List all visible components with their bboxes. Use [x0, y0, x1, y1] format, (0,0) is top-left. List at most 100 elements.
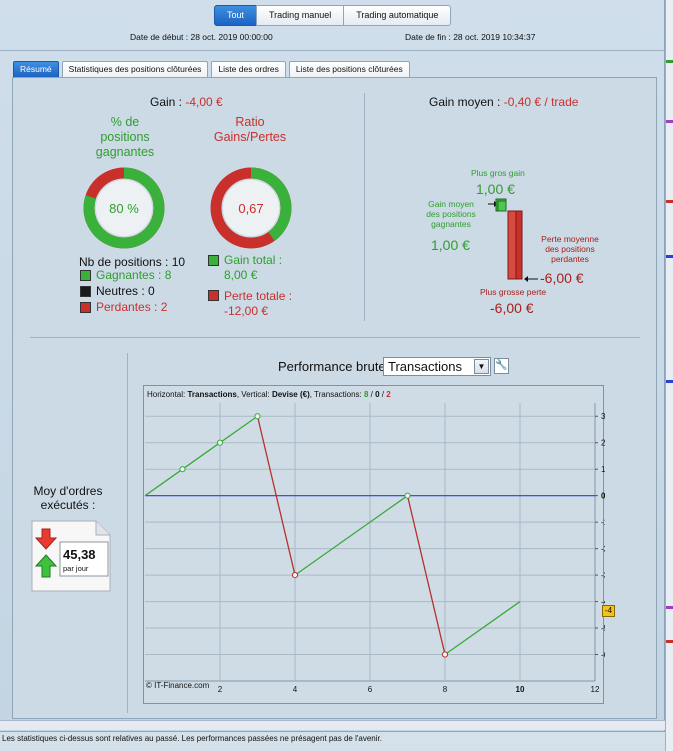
loss-pointer-arrow: [524, 276, 528, 282]
winning-trade-point: [216, 439, 224, 446]
winning-trade-point: [179, 466, 186, 473]
x-tick-label: 10: [516, 685, 525, 694]
x-tick-label: 2: [218, 685, 223, 694]
chart-header-part: /: [380, 390, 387, 399]
avg-losing-label: Perte moyenne des positions perdantes: [535, 234, 605, 264]
biggest-loss-value: -6,00 €: [490, 300, 534, 316]
chart-header-wins: 8: [364, 390, 369, 399]
y-tick-label: -2: [601, 545, 605, 554]
win-rate-title-line: positions: [100, 130, 150, 144]
y-tick-label: -4: [601, 598, 605, 607]
y-tick-label: 0: [601, 492, 605, 501]
biggest-gain-value: 1,00 €: [476, 181, 515, 197]
winning-legend-swatch: [80, 270, 91, 281]
total-loss-label: Perte totale :: [224, 289, 293, 303]
x-tick-label: 8: [443, 685, 448, 694]
avg-winning-label: Gain moyen des positions gagnantes: [418, 199, 484, 229]
start-date: Date de début : 28 oct. 2019 00:00:00: [130, 32, 273, 42]
side-mark: [666, 200, 673, 203]
y-tick-label: -6: [601, 651, 605, 660]
tab-bar: Résumé Statistiques des positions clôtur…: [13, 61, 413, 77]
chart-header-vertical: Devise (€): [272, 390, 310, 399]
ratio-value: 0,67: [238, 201, 263, 216]
losing-trade-point: [291, 571, 299, 579]
chevron-down-icon[interactable]: ▼: [474, 359, 489, 374]
orders-value-box: [59, 541, 109, 577]
chart-header-part: Horizontal:: [147, 390, 187, 399]
y-axis-ticks: 3 2 1 0 -1 -2 -3 -4 -5 -6: [595, 412, 605, 660]
avg-winning-label-line: gagnantes: [431, 219, 471, 229]
tab-closed-position-stats[interactable]: Statistiques des positions clôturées: [61, 61, 209, 77]
win-rate-value: 80 %: [109, 201, 139, 216]
winning-count: Gagnantes : 8: [96, 268, 172, 282]
x-tick-label: 12: [591, 685, 600, 694]
end-date: Date de fin : 28 oct. 2019 10:34:37: [405, 32, 536, 42]
tab-summary[interactable]: Résumé: [13, 61, 59, 77]
total-gain-label: Gain total :: [224, 253, 283, 267]
card-fold: [95, 521, 110, 536]
chart-left-divider: [127, 353, 128, 713]
losing-legend-swatch: [80, 302, 91, 313]
avg-winning-label-line: des positions: [426, 209, 476, 219]
mode-automatic-button[interactable]: Trading automatique: [343, 5, 452, 26]
side-mark: [666, 380, 673, 383]
winning-segment: [332, 521, 371, 550]
divider: [0, 50, 665, 51]
performance-chart: Horizontal: Transactions, Vertical: Devi…: [143, 385, 605, 704]
ratio-title: Ratio Gains/Pertes: [200, 115, 300, 145]
donut-win-arc: [83, 167, 165, 249]
mode-all-button[interactable]: Tout: [214, 5, 258, 26]
winning-segment: [144, 468, 183, 497]
chart-credit: © IT-Finance.com: [146, 681, 210, 690]
side-mark: [666, 640, 673, 643]
neutral-count: Neutres : 0: [96, 284, 155, 298]
chart-header: Horizontal: Transactions, Vertical: Devi…: [147, 390, 391, 399]
chart-grid: [145, 403, 596, 682]
avg-losing-label-line: Perte moyenne: [541, 234, 599, 244]
tab-closed-position-list[interactable]: Liste des positions clôturées: [288, 61, 410, 77]
orders-unit: par jour: [63, 564, 89, 573]
win-rate-title-line: gagnantes: [95, 145, 155, 159]
winning-segment: [482, 601, 521, 629]
losing-trade-point: [441, 651, 449, 658]
y-tick-label: 1: [601, 465, 605, 474]
chart-frame: [143, 385, 604, 704]
orders-per-day-card: 45,38 par jour: [31, 520, 111, 592]
total-gain-swatch: [208, 255, 219, 266]
orders-label-line: Moy d'ordres: [33, 484, 103, 498]
position-count: Nb de positions : 10: [79, 255, 186, 269]
avg-gain-label: Gain moyen :: [429, 95, 504, 109]
losing-count: Perdantes : 2: [96, 300, 168, 314]
last-value-badge: -4: [602, 605, 615, 617]
side-mark: [666, 606, 673, 609]
gain-label: Gain :: [150, 95, 186, 109]
winning-segment: [369, 495, 408, 523]
ratio-title-line: Gains/Pertes: [213, 130, 287, 144]
biggest-gain-label: Plus gros gain: [471, 168, 525, 178]
avg-gain-line: Gain moyen : -0,40 € / trade: [429, 95, 578, 109]
x-tick-label: 4: [293, 685, 298, 694]
buy-arrow-icon: [34, 554, 58, 578]
total-loss-swatch: [208, 290, 219, 301]
winning-segment: [182, 442, 221, 470]
side-mark: [666, 120, 673, 123]
tab-order-list[interactable]: Liste des ordres: [211, 61, 286, 77]
chart-header-part: , Vertical:: [237, 390, 272, 399]
performance-mode-select[interactable]: Transactions ▼: [383, 357, 491, 376]
y-tick-label: -1: [601, 518, 605, 527]
disclaimer: Les statistiques ci-dessus sont relative…: [0, 731, 665, 751]
chart-header-losses: 2: [386, 390, 391, 399]
side-mark: [666, 60, 673, 63]
winning-segment: [219, 415, 258, 444]
avg-winning-label-line: Gain moyen: [428, 199, 474, 209]
horizontal-scrollbar[interactable]: [0, 720, 665, 730]
avg-gain-loss-bars: [488, 198, 538, 282]
chart-series: [144, 413, 595, 658]
wrench-icon[interactable]: 🔧: [494, 358, 509, 374]
mode-manual-button[interactable]: Trading manuel: [256, 5, 345, 26]
ratio-gain-arc: [210, 167, 292, 249]
x-tick-label: 6: [368, 685, 373, 694]
biggest-loss-bar: [507, 210, 517, 280]
orders-value: 45,38: [63, 547, 96, 562]
